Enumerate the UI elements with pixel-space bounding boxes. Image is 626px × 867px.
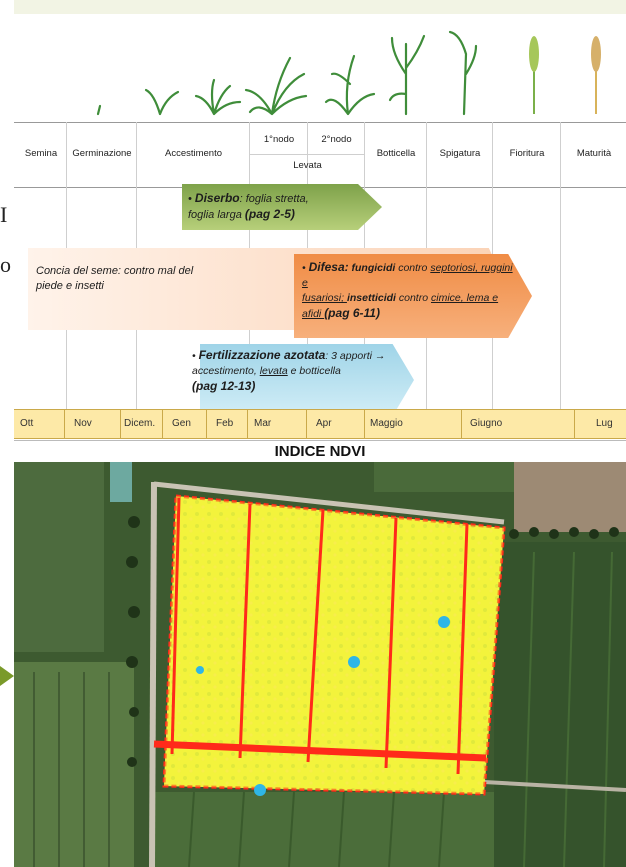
month-separator — [64, 410, 65, 438]
diserbo-arrow — [182, 184, 382, 230]
field-nw — [14, 462, 104, 652]
ndvi-map-image — [14, 462, 626, 867]
bullet-arrow-icon — [0, 666, 14, 686]
ndvi-low-headland — [153, 740, 487, 762]
fertilizzazione-text: • Fertilizzazione azotata: 3 apporti → a… — [192, 348, 386, 393]
slide-text-fragment-1: I — [0, 202, 8, 227]
node-stage-icon — [324, 54, 376, 116]
slide-text-fragment-2: o — [0, 252, 11, 277]
month-apr: Apr — [316, 418, 332, 429]
ndvi-map — [14, 462, 626, 867]
difesa-arrow — [294, 254, 532, 338]
month-ott: Ott — [20, 418, 34, 429]
tillering-icon — [194, 78, 242, 116]
difesa-text: • Difesa: fungicidi contro septoriosi, r… — [302, 260, 513, 320]
road-west — [149, 481, 157, 867]
month-gen: Gen — [172, 418, 191, 429]
month-separator — [461, 410, 462, 438]
month-giugno: Giugno — [470, 418, 503, 429]
ndvi-low-rows — [170, 497, 469, 775]
month-nov: Nov — [74, 418, 92, 429]
levata-divider — [249, 154, 364, 155]
header-accestimento: Accestimento — [164, 148, 223, 159]
month-feb: Feb — [216, 418, 234, 429]
header-maturita: Maturità — [576, 148, 612, 159]
field-sw — [14, 662, 134, 867]
road-north — [153, 481, 505, 525]
field-south — [154, 792, 494, 867]
header-fioritura: Fioritura — [509, 148, 545, 159]
month-separator — [120, 410, 121, 438]
seedling-icon — [144, 88, 180, 116]
month-separator — [206, 410, 207, 438]
header-secondo-nodo: 2°nodo — [321, 134, 352, 145]
ear-icons — [529, 36, 601, 114]
slide-left-edge — [0, 0, 14, 867]
header-primo-nodo: 1°nodo — [263, 134, 295, 145]
diserbo-text: • Diserbo: foglia stretta, foglia larga … — [188, 191, 309, 221]
water-channel — [110, 462, 132, 502]
month-separator — [574, 410, 575, 438]
month-separator — [162, 410, 163, 438]
bare-field-ne — [514, 462, 626, 532]
concia-text: Concia del seme: contro mal del piede e i… — [36, 265, 194, 292]
ndvi-map-title: INDICE NDVI — [14, 440, 626, 463]
column-divider — [560, 122, 561, 410]
month-mar: Mar — [254, 418, 272, 429]
header-botticella: Botticella — [376, 148, 416, 159]
header-germinazione: Germinazione — [72, 148, 132, 159]
boot-stage-icon — [448, 30, 478, 116]
tillering-late-icon — [244, 56, 308, 116]
month-dicem: Dicem. — [124, 418, 156, 429]
header-levata: Levata — [293, 160, 322, 171]
header-spigatura: Spigatura — [439, 148, 481, 159]
header-semina: Semina — [24, 148, 58, 159]
months-row: Ott Nov Dicem. Gen Feb Mar Apr Maggio Gi… — [14, 409, 626, 439]
seed-icon — [96, 104, 102, 116]
road-south — [483, 780, 626, 792]
month-separator — [306, 410, 307, 438]
month-separator — [364, 410, 365, 438]
month-maggio: Maggio — [370, 418, 403, 429]
ndvi-water-spots — [196, 616, 450, 796]
wheat-growth-calendar: Semina Germinazione Accestimento 1°nodo … — [14, 14, 626, 439]
stem-elongation-icon — [388, 34, 426, 116]
month-separator — [247, 410, 248, 438]
fertilizzazione-arrow — [200, 344, 414, 416]
slide-top-band — [0, 0, 626, 14]
month-lug: Lug — [596, 418, 613, 429]
field-east — [494, 542, 626, 867]
wheat-growth-stages-illustration — [96, 30, 601, 116]
